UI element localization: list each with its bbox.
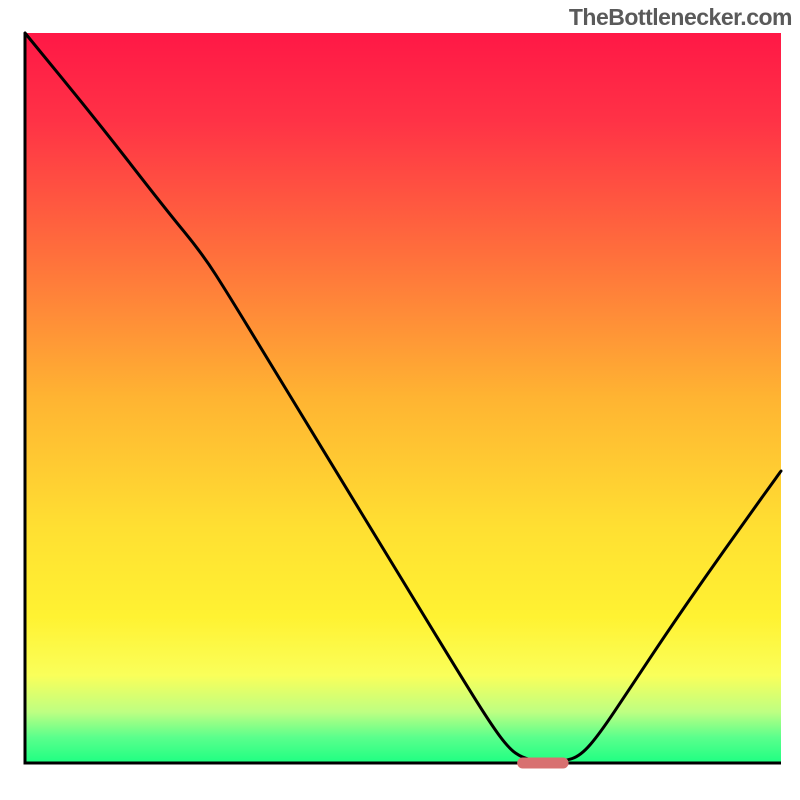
bottleneck-chart: TheBottlenecker.com (0, 0, 800, 800)
optimal-marker (517, 758, 568, 769)
chart-svg (0, 0, 800, 800)
watermark-text: TheBottlenecker.com (569, 4, 792, 31)
gradient-background (25, 33, 781, 763)
